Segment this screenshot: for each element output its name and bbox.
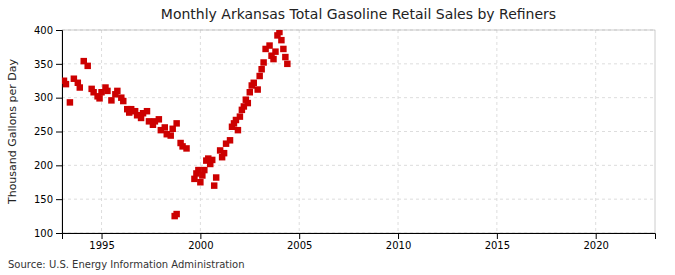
tick-mark <box>299 233 300 239</box>
plot-frame <box>62 30 655 233</box>
tick-label: 2015 <box>485 240 510 251</box>
tick: 2005 <box>287 233 312 251</box>
tick: 1995 <box>89 233 114 251</box>
point <box>156 116 162 122</box>
point <box>270 56 276 62</box>
tick-label: 2020 <box>583 240 608 251</box>
tick: 2000 <box>188 233 213 251</box>
point <box>250 80 256 86</box>
tick-label: 300 <box>34 92 53 103</box>
annotation: Source: U.S. Energy Information Administ… <box>8 259 245 270</box>
tick-mark <box>56 98 62 99</box>
grid-line-y <box>62 165 655 166</box>
point <box>120 98 126 104</box>
tick-mark <box>200 233 201 239</box>
point <box>237 113 243 119</box>
axis-line <box>56 31 63 234</box>
point <box>144 108 150 114</box>
point <box>209 157 215 163</box>
chart: 1995 2000 2005 2010 2015 2020 100 150 200 250 300 3… <box>0 0 675 275</box>
grid <box>62 30 655 233</box>
point <box>278 37 284 43</box>
tick-mark <box>497 233 498 239</box>
tick-label: 100 <box>34 228 53 239</box>
tick-label: 400 <box>34 25 53 36</box>
point <box>108 97 114 103</box>
point <box>221 150 227 156</box>
point <box>197 179 203 185</box>
point <box>104 88 110 94</box>
point <box>77 84 83 90</box>
point <box>227 137 233 143</box>
point <box>266 42 272 48</box>
point <box>114 88 120 94</box>
point <box>162 124 168 130</box>
tick: 300 <box>34 92 62 103</box>
point <box>245 100 251 106</box>
point <box>173 211 179 217</box>
grid-line-y <box>62 97 655 98</box>
point <box>167 132 173 138</box>
point <box>254 86 260 92</box>
tick-label: 2010 <box>386 240 411 251</box>
tick-mark <box>56 132 62 133</box>
tick-mark <box>56 64 62 65</box>
tick-label: 2000 <box>188 240 213 251</box>
tick: 350 <box>34 59 62 70</box>
axis-line <box>63 234 656 240</box>
title: Monthly Arkansas Total Gasoline Retail S… <box>161 6 556 22</box>
point <box>211 182 217 188</box>
tick-label: 1995 <box>89 240 114 251</box>
y-axis: 100 150 200 250 300 350 400 <box>34 25 63 239</box>
point <box>276 30 282 35</box>
point <box>284 61 290 67</box>
point <box>247 89 253 95</box>
tick-label: 250 <box>34 126 53 137</box>
tick: 2020 <box>583 233 608 251</box>
point <box>67 99 73 105</box>
tick-mark <box>56 165 62 166</box>
point <box>235 127 241 133</box>
plot-area: 1995 2000 2005 2010 2015 2020 100 150 200 250 300 3… <box>34 25 656 251</box>
tick: 250 <box>34 126 62 137</box>
tick-mark <box>56 233 62 234</box>
tick: 100 <box>34 228 62 239</box>
point <box>96 95 102 101</box>
x-axis: 1995 2000 2005 2010 2015 2020 <box>63 233 656 251</box>
tick-mark <box>398 233 399 239</box>
tick: 150 <box>34 194 62 205</box>
tick: 2015 <box>485 233 510 251</box>
tick-label: 150 <box>34 194 53 205</box>
tick-label: 200 <box>34 160 53 171</box>
point <box>173 120 179 126</box>
tick-mark <box>596 233 597 239</box>
points <box>62 30 291 219</box>
point <box>201 167 207 173</box>
tick-mark <box>102 233 103 239</box>
tick: 2010 <box>386 233 411 251</box>
tick: 200 <box>34 160 62 171</box>
tick-mark <box>56 30 62 31</box>
point <box>258 66 264 72</box>
point <box>260 59 266 65</box>
point <box>183 145 189 151</box>
point <box>282 54 288 60</box>
grid-line-y <box>62 63 655 64</box>
point <box>213 174 219 180</box>
tick-label: 350 <box>34 59 53 70</box>
tick-label: 2005 <box>287 240 312 251</box>
tick-mark <box>56 199 62 200</box>
grid-line-y <box>62 199 655 200</box>
tick: 400 <box>34 25 62 36</box>
point <box>256 73 262 79</box>
point <box>84 63 90 69</box>
point <box>63 81 69 87</box>
point <box>272 48 278 54</box>
point <box>280 46 286 52</box>
grid-line-y <box>62 131 655 132</box>
grid-line-x <box>101 30 102 233</box>
y-axis-label: Thousand Gallons per Day <box>6 58 19 205</box>
